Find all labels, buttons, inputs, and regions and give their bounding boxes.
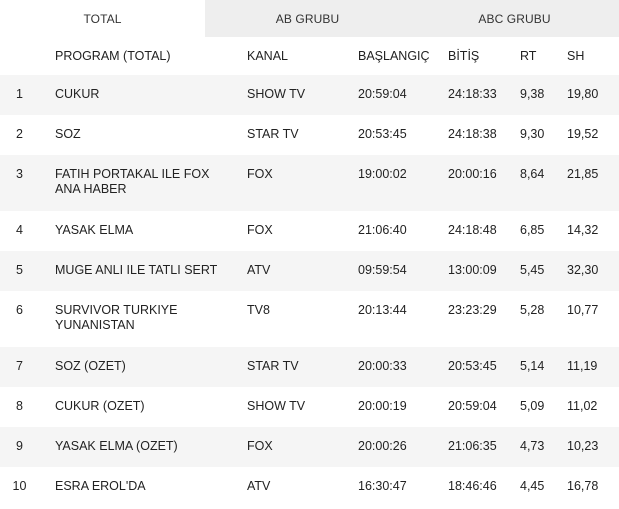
start-cell: 16:30:47 [358, 479, 407, 493]
header-start[interactable]: BAŞLANGIÇ [358, 49, 430, 63]
end-cell: 24:18:33 [448, 87, 497, 101]
end-cell: 13:00:09 [448, 263, 497, 277]
tab-abc-grubu[interactable]: ABC GRUBU [410, 0, 619, 37]
ratings-table: PROGRAM (TOTAL) KANAL BAŞLANGIÇ BİTİŞ RT… [0, 37, 619, 507]
sh-cell: 16,78 [567, 479, 599, 493]
start-cell: 09:59:54 [358, 263, 407, 277]
channel-cell: STAR TV [247, 359, 299, 373]
rt-cell: 5,14 [520, 359, 545, 373]
tab-bar: TOTAL AB GRUBU ABC GRUBU [0, 0, 619, 37]
rank-cell: 3 [16, 167, 23, 181]
rank-cell: 7 [16, 359, 23, 373]
start-cell: 21:06:40 [358, 223, 407, 237]
table-row: 2 SOZ STAR TV 20:53:45 24:18:38 9,30 19,… [0, 115, 619, 155]
start-cell: 20:00:33 [358, 359, 407, 373]
rt-cell: 4,45 [520, 479, 545, 493]
channel-cell: FOX [247, 167, 273, 181]
start-cell: 19:00:02 [358, 167, 407, 181]
channel-cell: SHOW TV [247, 87, 306, 101]
rt-cell: 5,09 [520, 399, 545, 413]
tab-ab-grubu[interactable]: AB GRUBU [205, 0, 410, 37]
table-row: 3 FATIH PORTAKAL ILE FOX ANA HABER FOX 1… [0, 155, 619, 211]
rt-cell: 8,64 [520, 167, 545, 181]
rank-cell: 4 [16, 223, 23, 237]
sh-cell: 11,19 [567, 359, 598, 373]
program-cell: ESRA EROL'DA [55, 479, 146, 493]
header-channel[interactable]: KANAL [247, 49, 288, 63]
header-sh[interactable]: SH [567, 49, 585, 63]
rank-cell: 10 [12, 479, 27, 493]
sh-cell: 14,32 [567, 223, 599, 237]
table-row: 10 ESRA EROL'DA ATV 16:30:47 18:46:46 4,… [0, 467, 619, 507]
table-row: 7 SOZ (OZET) STAR TV 20:00:33 20:53:45 5… [0, 347, 619, 387]
end-cell: 21:06:35 [448, 439, 497, 453]
header-rt[interactable]: RT [520, 49, 537, 63]
rank-cell: 5 [16, 263, 23, 277]
table-row: 9 YASAK ELMA (OZET) FOX 20:00:26 21:06:3… [0, 427, 619, 467]
header-program[interactable]: PROGRAM (TOTAL) [55, 49, 171, 63]
channel-cell: SHOW TV [247, 399, 306, 413]
sh-cell: 32,30 [567, 263, 599, 277]
channel-cell: STAR TV [247, 127, 299, 141]
end-cell: 20:53:45 [448, 359, 497, 373]
table-row: 1 CUKUR SHOW TV 20:59:04 24:18:33 9,38 1… [0, 75, 619, 115]
end-cell: 20:59:04 [448, 399, 497, 413]
start-cell: 20:00:26 [358, 439, 407, 453]
program-cell: YASAK ELMA (OZET) [55, 439, 178, 453]
end-cell: 24:18:38 [448, 127, 497, 141]
program-cell: SOZ [55, 127, 81, 141]
program-cell: MUGE ANLI ILE TATLI SERT [55, 263, 218, 277]
sh-cell: 19,80 [567, 87, 599, 101]
header-rank [0, 37, 47, 75]
rank-cell: 9 [16, 439, 23, 453]
program-cell: YASAK ELMA [55, 223, 134, 237]
header-end[interactable]: BİTİŞ [448, 49, 480, 63]
program-cell: CUKUR (OZET) [55, 399, 145, 413]
rt-cell: 6,85 [520, 223, 545, 237]
sh-cell: 21,85 [567, 167, 599, 181]
sh-cell: 10,77 [567, 303, 599, 317]
channel-cell: ATV [247, 479, 271, 493]
rt-cell: 4,73 [520, 439, 545, 453]
program-cell: SOZ (OZET) [55, 359, 126, 373]
end-cell: 18:46:46 [448, 479, 497, 493]
rank-cell: 6 [16, 303, 23, 317]
end-cell: 20:00:16 [448, 167, 497, 181]
rt-cell: 9,38 [520, 87, 545, 101]
rt-cell: 9,30 [520, 127, 545, 141]
sh-cell: 11,02 [567, 399, 598, 413]
sh-cell: 10,23 [567, 439, 599, 453]
table-row: 4 YASAK ELMA FOX 21:06:40 24:18:48 6,85 … [0, 211, 619, 251]
channel-cell: FOX [247, 439, 273, 453]
table-row: 5 MUGE ANLI ILE TATLI SERT ATV 09:59:54 … [0, 251, 619, 291]
channel-cell: TV8 [247, 303, 270, 317]
rt-cell: 5,28 [520, 303, 545, 317]
start-cell: 20:53:45 [358, 127, 407, 141]
start-cell: 20:00:19 [358, 399, 407, 413]
program-cell: FATIH PORTAKAL ILE FOX ANA HABER [55, 167, 210, 196]
channel-cell: FOX [247, 223, 273, 237]
table-row: 6 SURVIVOR TURKIYE YUNANISTAN TV8 20:13:… [0, 291, 619, 347]
program-cell: SURVIVOR TURKIYE YUNANISTAN [55, 303, 178, 332]
tab-total[interactable]: TOTAL [0, 0, 205, 37]
rank-cell: 1 [16, 87, 23, 101]
rank-cell: 8 [16, 399, 23, 413]
table-header-row: PROGRAM (TOTAL) KANAL BAŞLANGIÇ BİTİŞ RT… [0, 37, 619, 75]
start-cell: 20:13:44 [358, 303, 407, 317]
rt-cell: 5,45 [520, 263, 545, 277]
start-cell: 20:59:04 [358, 87, 407, 101]
program-cell: CUKUR [55, 87, 100, 101]
end-cell: 23:23:29 [448, 303, 497, 317]
rank-cell: 2 [16, 127, 23, 141]
table-row: 8 CUKUR (OZET) SHOW TV 20:00:19 20:59:04… [0, 387, 619, 427]
sh-cell: 19,52 [567, 127, 599, 141]
channel-cell: ATV [247, 263, 271, 277]
end-cell: 24:18:48 [448, 223, 497, 237]
